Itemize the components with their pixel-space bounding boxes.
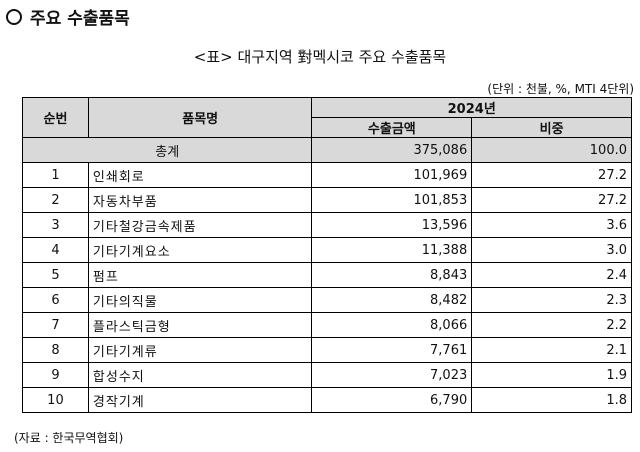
header-rank: 순번	[22, 97, 89, 138]
table-row: 1 인쇄회로 101,969 27.2	[22, 162, 632, 188]
share-cell: 3.6	[471, 212, 632, 238]
share-cell: 1.8	[471, 387, 632, 413]
amount-cell: 13,596	[311, 212, 473, 238]
item-cell: 합성수지	[87, 362, 313, 388]
amount-cell: 6,790	[311, 387, 473, 413]
share-cell: 2.2	[471, 312, 632, 338]
item-cell: 플라스틱금형	[87, 312, 313, 338]
header-item: 품목명	[87, 97, 313, 138]
header-export-amount: 수출금액	[311, 117, 473, 138]
rank-cell: 4	[22, 237, 89, 263]
amount-cell: 7,023	[311, 362, 473, 388]
share-cell: 2.3	[471, 287, 632, 313]
amount-cell: 101,853	[311, 187, 473, 213]
table-row: 9 합성수지 7,023 1.9	[22, 362, 632, 388]
circle-bullet-icon	[6, 8, 22, 25]
rank-cell: 6	[22, 287, 89, 313]
table-row: 2 자동차부품 101,853 27.2	[22, 187, 632, 213]
rank-cell: 2	[22, 187, 89, 213]
rank-cell: 7	[22, 312, 89, 338]
table-row: 5 펌프 8,843 2.4	[22, 262, 632, 288]
unit-note: (단위 : 천불, %, MTI 4단위)	[487, 82, 634, 96]
amount-cell: 11,388	[311, 237, 473, 263]
share-cell: 2.1	[471, 337, 632, 363]
amount-cell: 8,482	[311, 287, 473, 313]
rank-cell: 10	[22, 387, 89, 413]
table-title: <표> 대구지역 對멕시코 주요 수출품목	[193, 48, 447, 66]
header-year: 2024년	[311, 97, 632, 118]
item-cell: 기타의직물	[87, 287, 313, 313]
rank-cell: 3	[22, 212, 89, 238]
share-cell: 2.4	[471, 262, 632, 288]
table-row: 4 기타기계요소 11,388 3.0	[22, 237, 632, 263]
item-cell: 기타철강금속제품	[87, 212, 313, 238]
total-label: 총계	[21, 137, 313, 163]
share-cell: 3.0	[471, 237, 632, 263]
item-cell: 펌프	[87, 262, 313, 288]
header-share: 비중	[471, 117, 632, 138]
total-row: 총계 375,086 100.0	[21, 137, 632, 163]
total-share: 100.0	[471, 137, 632, 163]
rank-cell: 8	[22, 337, 89, 363]
amount-cell: 101,969	[311, 162, 473, 188]
section-heading-text: 주요 수출품목	[30, 9, 130, 29]
amount-cell: 8,066	[311, 312, 473, 338]
item-cell: 자동차부품	[87, 187, 313, 213]
table-row: 3 기타철강금속제품 13,596 3.6	[22, 212, 632, 238]
table-row: 6 기타의직물 8,482 2.3	[22, 287, 632, 313]
share-cell: 27.2	[471, 162, 632, 188]
item-cell: 인쇄회로	[87, 162, 313, 188]
amount-cell: 7,761	[311, 337, 473, 363]
table-row: 10 경작기계 6,790 1.8	[22, 387, 632, 413]
rank-cell: 5	[22, 262, 89, 288]
item-cell: 기타기계요소	[87, 237, 313, 263]
share-cell: 1.9	[471, 362, 632, 388]
section-heading: 주요 수출품목	[6, 4, 130, 29]
table-row: 7 플라스틱금형 8,066 2.2	[22, 312, 632, 338]
amount-cell: 8,843	[311, 262, 473, 288]
rank-cell: 1	[22, 162, 89, 188]
table-row: 8 기타기계류 7,761 2.1	[22, 337, 632, 363]
total-amount: 375,086	[311, 137, 473, 163]
share-cell: 27.2	[471, 187, 632, 213]
item-cell: 경작기계	[87, 387, 313, 413]
item-cell: 기타기계류	[87, 337, 313, 363]
rank-cell: 9	[22, 362, 89, 388]
source-note: (자료 : 한국무역협회)	[14, 431, 124, 445]
